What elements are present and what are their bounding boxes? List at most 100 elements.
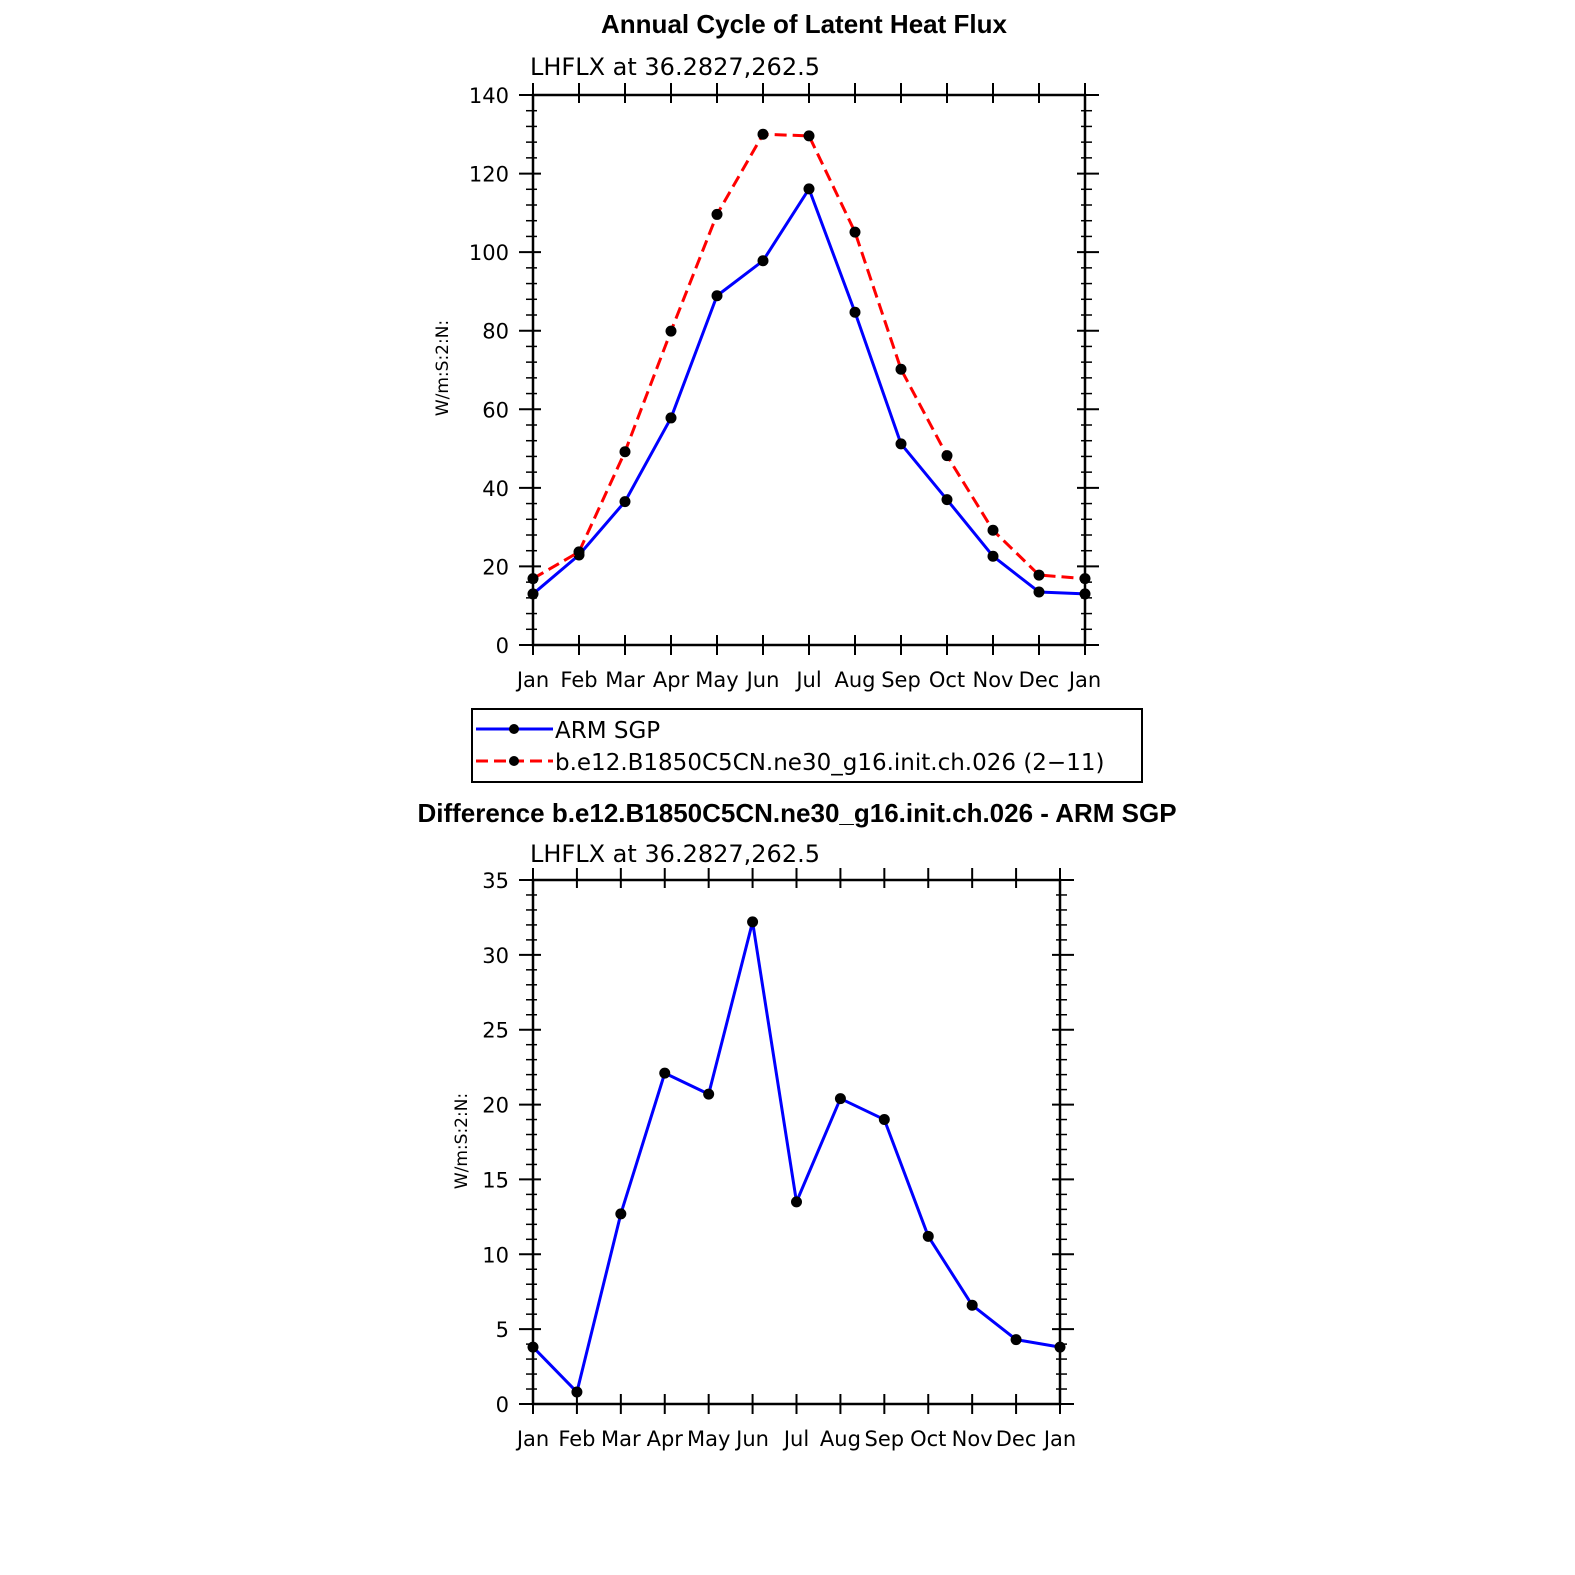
chart1-title: Annual Cycle of Latent Heat Flux bbox=[601, 9, 1007, 39]
chart1-series-1-point bbox=[711, 208, 723, 220]
chart1-xtick-label: Jan bbox=[1067, 668, 1101, 692]
annual-cycle-chart: Annual Cycle of Latent Heat Flux LHFLX a… bbox=[433, 9, 1101, 692]
chart1-series-0-point bbox=[527, 588, 539, 600]
chart2-series-0-point bbox=[527, 1341, 539, 1353]
chart1-series-1-point bbox=[573, 546, 585, 558]
chart2-series-0-point bbox=[571, 1386, 583, 1398]
chart1-xtick-label: Jan bbox=[515, 668, 549, 692]
difference-chart: Difference b.e12.B1850C5CN.ne30_g16.init… bbox=[417, 798, 1176, 1451]
chart2-ytick-label: 35 bbox=[482, 869, 509, 893]
chart1-series bbox=[527, 128, 1091, 600]
chart1-series-1-point bbox=[803, 130, 815, 142]
chart1-series-1-point bbox=[987, 524, 999, 536]
chart2-series-0-point bbox=[878, 1114, 890, 1126]
chart2-xtick-label: Jan bbox=[515, 1427, 549, 1451]
chart1-series-1-point bbox=[895, 363, 907, 375]
chart2-frame bbox=[531, 878, 1062, 1406]
chart1-series-0-point bbox=[803, 183, 815, 195]
legend: ARM SGP b.e12.B1850C5CN.ne30_g16.init.ch… bbox=[471, 708, 1143, 783]
chart1-xtick-label: Oct bbox=[929, 668, 965, 692]
chart1-xtick-label: Jun bbox=[745, 668, 780, 692]
chart1-ytick-label: 120 bbox=[469, 163, 509, 187]
chart1-ytick-label: 80 bbox=[482, 320, 509, 344]
chart1-series-1-point bbox=[665, 325, 677, 337]
chart1-ytick-label: 60 bbox=[482, 398, 509, 422]
chart1-ytick-label: 100 bbox=[469, 241, 509, 265]
chart2-ytick-label: 20 bbox=[482, 1094, 509, 1118]
chart2-ytick-label: 25 bbox=[482, 1019, 509, 1043]
chart2-subtitle: LHFLX at 36.2827,262.5 bbox=[530, 840, 820, 868]
chart1-series-0-point bbox=[757, 255, 769, 267]
chart2-series-0-point bbox=[747, 916, 759, 928]
chart2-xtick-label: Jan bbox=[1042, 1427, 1076, 1451]
chart2-xtick-label: Feb bbox=[558, 1427, 595, 1451]
chart2-ytick-label: 15 bbox=[482, 1168, 509, 1192]
chart2-series-0-point bbox=[615, 1208, 627, 1220]
chart1-xtick-label: Jul bbox=[794, 668, 821, 692]
chart1-series-line-0 bbox=[532, 187, 1086, 596]
chart2-xtick-label: Oct bbox=[910, 1427, 946, 1451]
chart2-xtick-label: Apr bbox=[647, 1427, 684, 1451]
chart1-series-0-point bbox=[987, 550, 999, 562]
chart1-series-1-point bbox=[757, 128, 769, 140]
chart1-series-0-point bbox=[895, 438, 907, 450]
chart1-xtick-label: Apr bbox=[653, 668, 690, 692]
chart1-ylabel: W/m:S:2:N: bbox=[433, 320, 453, 416]
chart2-series-0-point bbox=[1054, 1341, 1066, 1353]
chart2-xtick-label: Sep bbox=[865, 1427, 905, 1451]
chart1-series-0-point bbox=[711, 290, 723, 302]
chart1-xtick-label: Aug bbox=[834, 668, 875, 692]
chart1-axes: Jan Feb Mar Apr May Jun Jul Aug Sep Oct Nov Dec Jan0… bbox=[469, 83, 1101, 692]
legend-marker-model bbox=[509, 756, 519, 766]
chart2-series-0-point bbox=[966, 1299, 978, 1311]
chart1-series-1-point bbox=[1079, 573, 1091, 585]
chart1-xtick-label: Sep bbox=[881, 668, 921, 692]
chart2-ylabel: W/m:S:2:N: bbox=[452, 1093, 472, 1189]
chart1-ytick-label: 0 bbox=[496, 634, 509, 658]
chart2-series-0-point bbox=[922, 1230, 934, 1242]
chart2-xtick-label: Dec bbox=[996, 1427, 1037, 1451]
chart2-ytick-label: 10 bbox=[482, 1243, 509, 1267]
chart2-series-0-point bbox=[703, 1088, 715, 1100]
chart2-xtick-label: Mar bbox=[601, 1427, 641, 1451]
chart1-xtick-label: Mar bbox=[605, 668, 645, 692]
chart2-xtick-label: Nov bbox=[952, 1427, 993, 1451]
chart2-series-0-point bbox=[791, 1196, 802, 1208]
chart1-series-0-point bbox=[1079, 588, 1091, 600]
chart2-ytick-label: 5 bbox=[496, 1318, 509, 1342]
chart1-series-1-point bbox=[619, 446, 631, 458]
chart1-series-0-point bbox=[619, 496, 631, 508]
chart2-axes: Jan Feb Mar Apr May Jun Jul Aug Sep Oct Nov Dec Jan0… bbox=[482, 868, 1076, 1451]
chart1-xtick-label: Nov bbox=[973, 668, 1014, 692]
chart2-ytick-label: 30 bbox=[482, 944, 509, 968]
legend-marker-arm-sgp bbox=[509, 724, 519, 734]
chart2-xtick-label: May bbox=[687, 1427, 730, 1451]
chart1-series-0-point bbox=[941, 494, 953, 506]
chart2-xtick-label: Jun bbox=[734, 1427, 769, 1451]
chart1-series-1-point bbox=[1033, 569, 1045, 581]
chart1-ytick-label: 20 bbox=[482, 555, 509, 579]
chart1-subtitle: LHFLX at 36.2827,262.5 bbox=[530, 53, 820, 81]
chart1-series-0-point bbox=[665, 412, 677, 424]
chart1-series-1-point bbox=[527, 573, 539, 585]
legend-label-model: b.e12.B1850C5CN.ne30_g16.init.ch.026 (2−… bbox=[555, 750, 1104, 776]
chart1-series-0-point bbox=[1033, 586, 1045, 598]
chart2-xtick-label: Aug bbox=[820, 1427, 861, 1451]
chart1-xtick-label: Feb bbox=[560, 668, 597, 692]
chart2-series bbox=[527, 916, 1066, 1398]
chart1-xtick-label: May bbox=[695, 668, 738, 692]
chart1-ytick-label: 140 bbox=[469, 84, 509, 108]
chart1-series-1-point bbox=[849, 226, 861, 238]
chart2-series-line-0 bbox=[531, 920, 1061, 1394]
chart2-series-0-point bbox=[834, 1093, 846, 1105]
legend-box bbox=[471, 708, 1143, 783]
chart1-ytick-label: 40 bbox=[482, 477, 509, 501]
chart1-series-1-point bbox=[941, 450, 953, 462]
chart2-title: Difference b.e12.B1850C5CN.ne30_g16.init… bbox=[417, 798, 1176, 828]
chart2-xtick-label: Jul bbox=[782, 1427, 809, 1451]
legend-label-arm-sgp: ARM SGP bbox=[555, 718, 660, 744]
chart1-xtick-label: Dec bbox=[1019, 668, 1060, 692]
chart1-series-0-point bbox=[849, 306, 861, 318]
chart2-series-0-point bbox=[659, 1067, 671, 1079]
